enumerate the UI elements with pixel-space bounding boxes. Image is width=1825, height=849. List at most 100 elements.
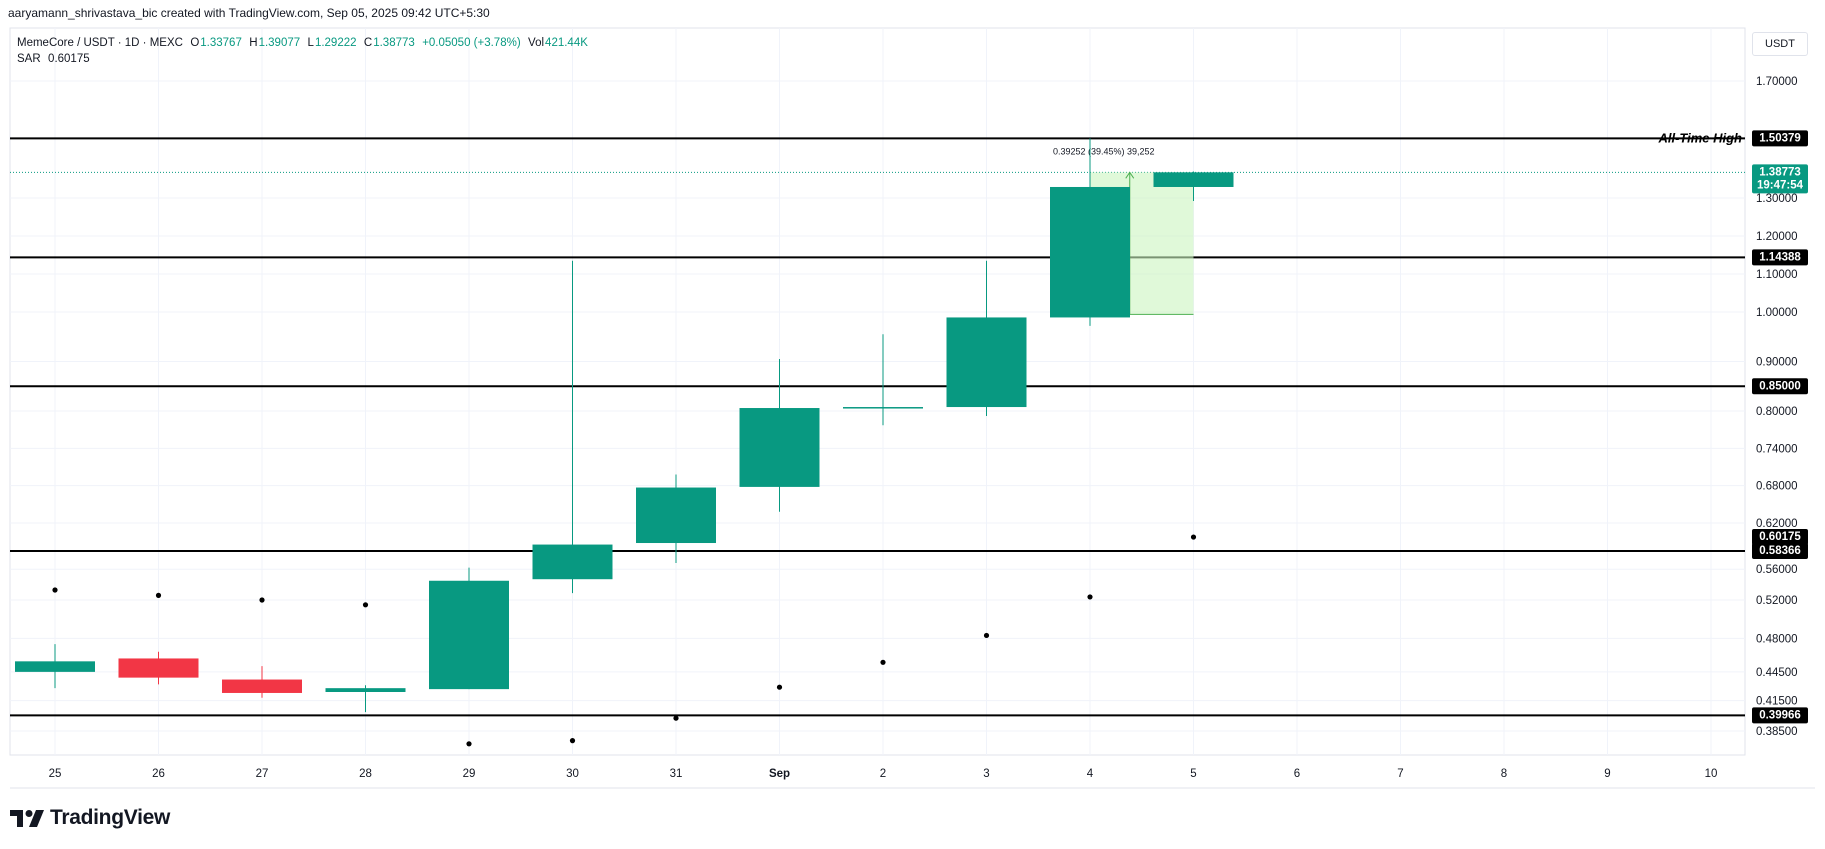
sar-dots <box>52 534 1197 747</box>
time-tick-label: Sep <box>769 768 790 780</box>
time-tick-label: 28 <box>359 768 372 780</box>
level-price-label-text: 1.50379 <box>1759 132 1801 144</box>
level-price-label <box>1752 707 1808 724</box>
price-tick-label: 1.10000 <box>1756 269 1798 281</box>
level-price-label-text: 0.39966 <box>1759 709 1801 721</box>
sar-price-label-text: 0.60175 <box>1759 531 1801 543</box>
measure-arrow-head <box>1125 171 1135 179</box>
time-tick-label: 5 <box>1190 768 1196 780</box>
price-tick-label: 0.74000 <box>1756 443 1798 455</box>
candle-body <box>1050 186 1130 318</box>
candle-body <box>843 407 923 409</box>
sar-dot <box>776 684 783 690</box>
time-tick-label: 25 <box>49 768 62 780</box>
plot-frame <box>9 27 1746 756</box>
time-tick-label: 6 <box>1294 768 1300 780</box>
candle <box>1153 171 1234 201</box>
sar-dot <box>259 597 265 603</box>
level-price-label <box>1752 130 1808 147</box>
candle-body <box>15 661 95 672</box>
candle <box>843 334 923 426</box>
time-tick-label: 2 <box>880 768 886 780</box>
tradingview-logo-icon <box>10 809 44 827</box>
last-price-label <box>1752 164 1808 194</box>
chart-grid <box>9 27 1815 789</box>
sar-dot <box>1190 534 1197 540</box>
candle-body <box>946 317 1027 408</box>
price-tick-label: 1.30000 <box>1756 193 1798 205</box>
change-value: +0.05050 (+3.78%) <box>422 37 521 49</box>
brand-name: TradingView <box>50 806 171 829</box>
candle <box>222 666 302 698</box>
sar-dot <box>569 738 576 744</box>
candle <box>118 651 199 685</box>
price-tick-label: 0.56000 <box>1756 564 1798 576</box>
symbol-legend: MemeCore / USDT · 1D · MEXC O1.33767 H1.… <box>17 35 589 67</box>
level-annotation: All-Time High <box>1657 130 1742 145</box>
legend-indicator-row[interactable]: SAR 0.60175 <box>17 51 589 67</box>
sar-dot <box>155 592 162 598</box>
candle-body <box>222 679 302 693</box>
candle <box>15 644 95 689</box>
sar-dot <box>880 659 886 665</box>
candles <box>15 138 1234 713</box>
last-price-label-text: 1.38773 <box>1759 166 1801 178</box>
candle <box>429 567 509 690</box>
price-tick-label: 1.00000 <box>1756 307 1798 319</box>
volume-label: Vol <box>528 37 545 49</box>
tradingview-logo[interactable]: TradingView <box>10 806 170 830</box>
time-tick-label: 8 <box>1501 768 1507 780</box>
candle-body <box>532 544 613 580</box>
price-tick-label: 1.20000 <box>1756 231 1798 243</box>
time-tick-label: 4 <box>1087 768 1094 780</box>
price-tick-label: 0.80000 <box>1756 406 1798 418</box>
sar-dot <box>1087 594 1093 600</box>
sar-dot <box>362 602 369 608</box>
time-tick-label: 27 <box>256 768 269 780</box>
sar-dot <box>673 715 679 721</box>
last-price-label-text: 19:47:54 <box>1757 179 1804 191</box>
candle <box>946 260 1027 416</box>
currency-button[interactable]: USDT <box>1752 32 1808 56</box>
indicator-name: SAR <box>17 53 41 65</box>
symbol-name[interactable]: MemeCore / USDT · 1D · MEXC <box>17 37 183 49</box>
level-price-label-text: 0.85000 <box>1759 380 1801 392</box>
candle-body <box>636 487 716 544</box>
time-axis[interactable]: 25 26 27 28 29 30 31 Sep 2 3 4 5 6 7 8 9 10 <box>49 768 1718 780</box>
time-tick-label: 31 <box>670 768 683 780</box>
price-axis[interactable]: 1.70000 1.30000 1.20000 1.10000 1.00000 0.900… <box>1756 76 1798 738</box>
level-price-label <box>1752 249 1808 266</box>
price-axis-labels: 1.50379 1.14388 0.85000 0.58366 0.39966 0.601… <box>1752 130 1808 724</box>
level-price-label-text: 0.58366 <box>1759 545 1801 557</box>
candle <box>532 260 613 594</box>
high-label: H <box>249 37 258 49</box>
sar-dot <box>52 587 58 593</box>
price-tick-label: 1.70000 <box>1756 76 1798 88</box>
close-label: C <box>363 37 373 49</box>
price-tick-label: 0.90000 <box>1756 357 1798 369</box>
candle <box>325 685 406 713</box>
candle <box>636 474 716 564</box>
time-tick-label: 29 <box>463 768 476 780</box>
low-value: 1.29222 <box>314 37 357 49</box>
time-tick-label: 3 <box>983 768 989 780</box>
price-tick-label: 0.44500 <box>1756 667 1798 679</box>
high-value: 1.39077 <box>258 37 301 49</box>
sar-dot <box>466 741 472 747</box>
candle-body <box>429 580 509 690</box>
open-label: O <box>190 37 200 49</box>
open-value: 1.33767 <box>200 37 242 49</box>
measure-label: 0.39252 (39.45%) 39,252 <box>1053 146 1155 156</box>
price-tick-label: 0.38500 <box>1756 726 1798 738</box>
time-tick-label: 10 <box>1705 768 1718 780</box>
time-tick-label: 7 <box>1397 768 1403 780</box>
time-tick-label: 26 <box>152 768 165 780</box>
price-tick-label: 0.62000 <box>1756 518 1798 530</box>
horizontal-levels[interactable]: All-Time High <box>10 130 1745 717</box>
candle-body <box>739 408 820 487</box>
candle <box>739 359 820 512</box>
price-tick-label: 0.52000 <box>1756 595 1798 607</box>
candle-body <box>1153 172 1234 187</box>
level-price-label-text: 1.14388 <box>1759 251 1801 263</box>
